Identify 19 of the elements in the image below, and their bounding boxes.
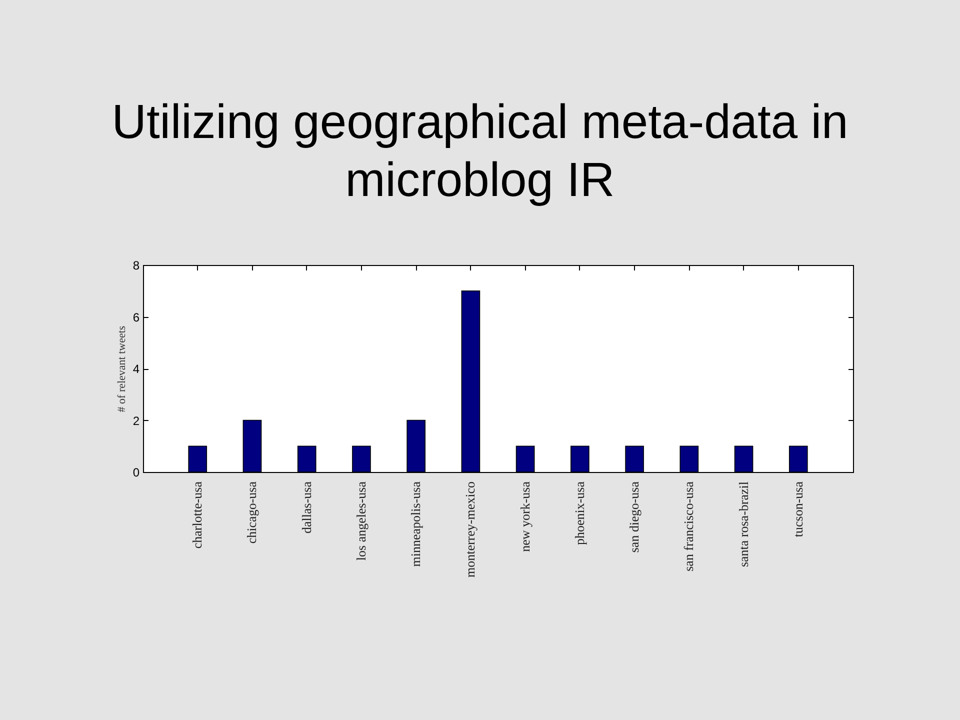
x-tick-label: los angeles-usa <box>353 481 368 561</box>
x-tick-label: charlotte-usa <box>190 481 205 549</box>
x-tick-label: dallas-usa <box>298 481 314 534</box>
y-tick-label: 8 <box>132 258 140 272</box>
y-tick-label: 2 <box>132 414 140 428</box>
chart-title: Utilizing geographical meta-data in microblog IR <box>112 96 848 207</box>
y-tick-label: 6 <box>132 310 140 324</box>
x-tick-label: san francisco-usa <box>681 481 696 572</box>
x-tick-label: monterrey-mexico <box>462 482 478 578</box>
x-tick-label: phoenix-usa <box>572 481 587 546</box>
x-tick-label: chicago-usa <box>244 481 260 544</box>
x-tick-label: san diego-usa <box>626 481 642 553</box>
x-tick-label: tucson-usa <box>790 481 806 538</box>
y-axis-title: # of relevant tweets <box>116 326 128 412</box>
y-tick-label: 4 <box>132 362 140 376</box>
y-tick-label: 0 <box>132 466 140 480</box>
x-tick-label: new york-usa <box>517 481 532 552</box>
x-tick-label: santa rosa-brazil <box>736 481 751 568</box>
x-tick-label: minneapolis-usa <box>408 481 424 567</box>
